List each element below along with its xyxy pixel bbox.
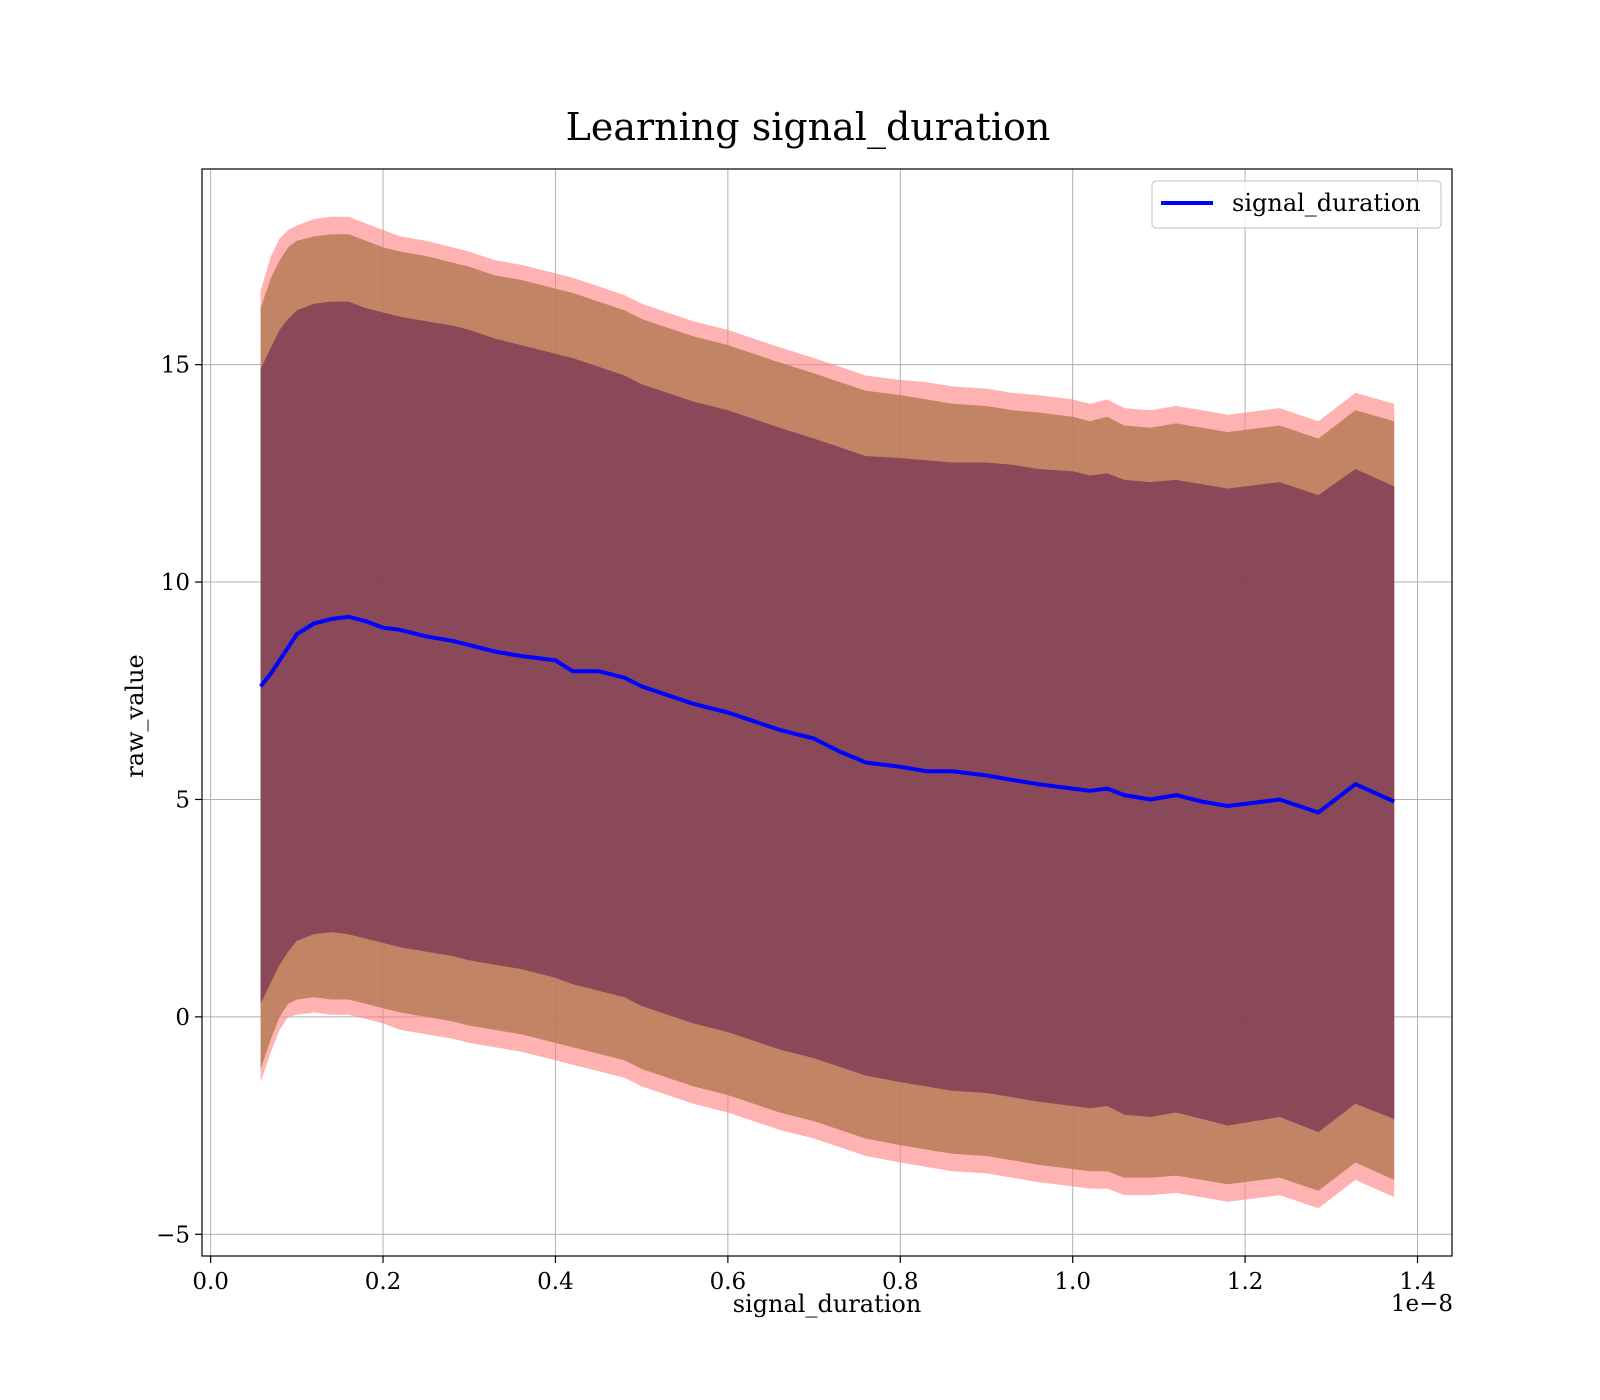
x-tick-label: 0.4 (537, 1269, 574, 1295)
band-inner (260, 301, 1395, 1133)
chart-title: Learning signal_duration (566, 105, 1051, 150)
y-tick-label: 10 (161, 570, 190, 596)
x-tick-label: 0.2 (365, 1269, 402, 1295)
x-axis-label: signal_duration (733, 1290, 922, 1318)
bands (260, 216, 1395, 1209)
legend-box (1151, 180, 1442, 229)
y-axis-label: raw_value (121, 654, 149, 778)
x-tick-label: 1.4 (1399, 1269, 1436, 1295)
plot-frame (201, 168, 1453, 1257)
x-offset-label: 1e−8 (1391, 1291, 1453, 1317)
x-tick-label: 0.6 (710, 1269, 747, 1295)
x-tick-label: 0.0 (192, 1269, 229, 1295)
y-tick-label: 5 (175, 787, 190, 813)
series-lines (259, 614, 1396, 815)
x-tick-label: 1.0 (1054, 1269, 1091, 1295)
y-ticks: −5 0 5 10 15 (156, 353, 202, 1248)
x-tick-label: 1.2 (1227, 1269, 1264, 1295)
x-tick-label: 0.8 (882, 1269, 919, 1295)
y-tick-label: −5 (156, 1222, 190, 1248)
legend-label: signal_duration (1232, 189, 1421, 217)
y-tick-label: 15 (161, 353, 190, 379)
series-line-signal_duration (259, 614, 1396, 815)
y-tick-label: 0 (175, 1005, 190, 1031)
legend[interactable]: signal_duration (1151, 180, 1442, 229)
x-ticks: 0.0 0.2 0.4 0.6 0.8 1.0 1.2 1.4 (192, 1256, 1436, 1295)
